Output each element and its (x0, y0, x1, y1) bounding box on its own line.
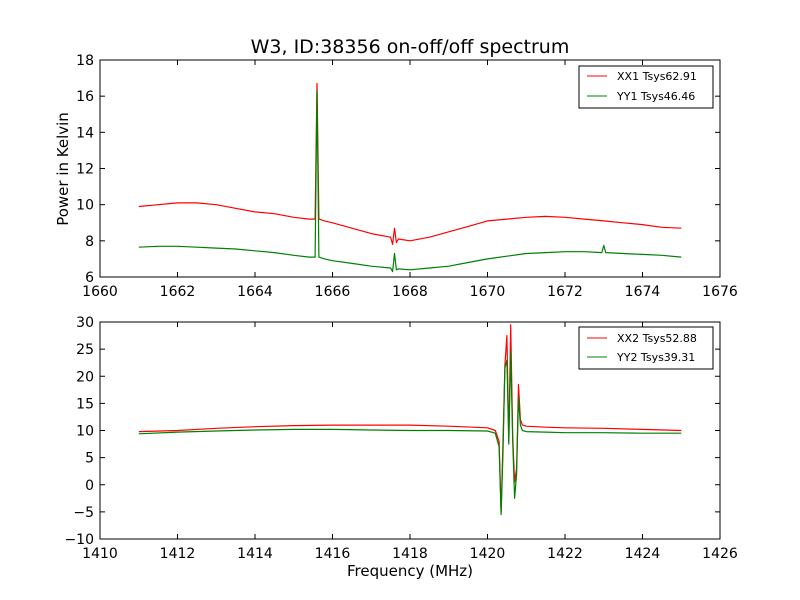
bottom-x-tick-label: 1416 (315, 546, 351, 562)
legend-label-xx1: XX1 Tsys62.91 (617, 70, 697, 83)
bottom-x-tick-label: 1414 (237, 546, 273, 562)
top-plot: W3, ID:38356 on-off/off spectrum Power i… (54, 36, 738, 300)
bottom-x-tick-label: 1422 (547, 546, 583, 562)
top-x-tick-label: 1670 (470, 284, 506, 300)
legend-label-yy2: YY2 Tsys39.31 (616, 351, 695, 364)
top-y-tick-label: 12 (76, 162, 94, 178)
bottom-x-tick-label: 1412 (160, 546, 196, 562)
bottom-y-tick-label: 20 (76, 369, 94, 385)
top-series-2-line (138, 90, 682, 273)
top-x-tick-label: 1662 (160, 284, 196, 300)
top-x-tick-label: 1676 (702, 284, 738, 300)
top-plot-frame (99, 59, 721, 278)
top-y-tick-label: 14 (76, 125, 94, 141)
top-y-tick-label: 18 (76, 53, 94, 69)
bottom-y-tick-label: −10 (64, 532, 94, 548)
bottom-y-tick-label: 30 (76, 315, 94, 331)
legend-label-xx2: XX2 Tsys52.88 (617, 332, 697, 345)
top-legend: XX1 Tsys62.91 YY1 Tsys46.46 (578, 65, 714, 109)
bottom-plot-frame (99, 321, 721, 540)
bottom-x-axis-label: Frequency (MHz) (347, 562, 473, 580)
bottom-plot: Frequency (MHz) 1410 1412 1414 1416 1418 1420… (64, 315, 737, 580)
top-x-tick-label: 1666 (315, 284, 351, 300)
bottom-x-tick-label: 1426 (702, 546, 738, 562)
bottom-series-2-line (138, 351, 682, 516)
bottom-x-tick-label: 1410 (82, 546, 118, 562)
top-series-1-line (138, 82, 682, 245)
legend-label-yy1: YY1 Tsys46.46 (616, 90, 695, 103)
bottom-y-tick-label: 15 (76, 396, 94, 412)
top-y-tick-label: 8 (85, 234, 94, 250)
top-x-tick-label: 1674 (625, 284, 661, 300)
bottom-y-tick-label: 0 (85, 478, 94, 494)
top-y-tick-label: 16 (76, 89, 94, 105)
top-ticks-layer: 1660 1662 1664 1666 1668 1670 1672 1674 1676 6 8 10… (76, 53, 738, 300)
bottom-y-tick-label: 5 (85, 451, 94, 467)
bottom-ticks-layer: 1410 1412 1414 1416 1418 1420 1422 1424 1426 −10 −… (64, 315, 737, 562)
top-y-axis-label: Power in Kelvin (54, 112, 72, 226)
bottom-legend-box (578, 326, 714, 370)
top-x-tick-label: 1664 (237, 284, 273, 300)
top-series-layer (138, 82, 682, 273)
bottom-y-tick-label: 25 (76, 342, 94, 358)
bottom-x-tick-label: 1424 (625, 546, 661, 562)
bottom-series-1-line (138, 324, 682, 513)
top-y-tick-label: 6 (85, 270, 94, 286)
bottom-y-tick-label: 10 (76, 424, 94, 440)
bottom-series-layer (138, 324, 682, 516)
top-x-tick-label: 1660 (82, 284, 118, 300)
top-x-tick-label: 1668 (392, 284, 428, 300)
bottom-x-tick-label: 1418 (392, 546, 428, 562)
bottom-y-tick-label: −5 (73, 505, 94, 521)
bottom-legend: XX2 Tsys52.88 YY2 Tsys39.31 (578, 326, 714, 370)
top-x-tick-label: 1672 (547, 284, 583, 300)
top-legend-box (578, 65, 714, 109)
top-y-tick-label: 10 (76, 198, 94, 214)
bottom-x-tick-label: 1420 (470, 546, 506, 562)
chart-title: W3, ID:38356 on-off/off spectrum (251, 36, 570, 58)
